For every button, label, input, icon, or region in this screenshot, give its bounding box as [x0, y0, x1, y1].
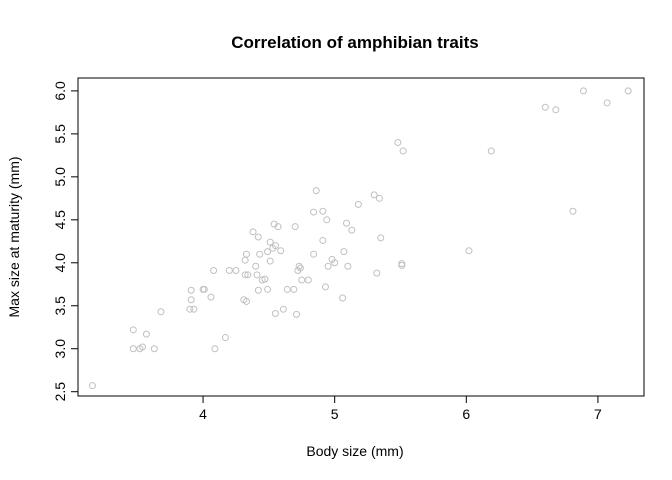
- data-point: [375, 194, 383, 202]
- data-point: [319, 236, 327, 244]
- data-point: [295, 262, 303, 270]
- data-point: [277, 247, 285, 255]
- data-point: [244, 271, 252, 279]
- data-point: [211, 345, 219, 353]
- data-point: [290, 285, 298, 293]
- data-point: [242, 250, 250, 258]
- data-point: [487, 147, 495, 155]
- data-point: [207, 293, 215, 301]
- data-point: [370, 191, 378, 199]
- y-tick-label: 6.0: [52, 81, 68, 101]
- data-point: [348, 226, 356, 234]
- data-point: [552, 106, 560, 114]
- data-point: [249, 228, 257, 236]
- x-tick-label: 5: [331, 406, 339, 422]
- data-point: [186, 305, 194, 313]
- data-point: [321, 283, 329, 291]
- data-point: [569, 207, 577, 215]
- data-point: [293, 310, 301, 318]
- data-point: [310, 250, 318, 258]
- data-point: [344, 262, 352, 270]
- data-point: [138, 343, 146, 351]
- data-point: [129, 345, 137, 353]
- y-tick-label: 4.0: [52, 253, 68, 273]
- y-tick-label: 4.5: [52, 210, 68, 230]
- data-point: [150, 345, 158, 353]
- x-tick-label: 4: [199, 406, 207, 422]
- data-point: [579, 87, 587, 95]
- data-point: [377, 234, 385, 242]
- data-point: [261, 275, 269, 283]
- x-axis: 4 5 6 7: [199, 395, 602, 422]
- data-point: [296, 264, 304, 272]
- data-point: [266, 257, 274, 265]
- data-point: [225, 267, 233, 275]
- data-point: [157, 308, 165, 316]
- data-point: [88, 382, 96, 390]
- y-axis-label: Max size at maturity (mm): [6, 156, 22, 317]
- data-point: [319, 207, 327, 215]
- data-point: [465, 247, 473, 255]
- data-point: [323, 216, 331, 224]
- data-point: [324, 262, 332, 270]
- data-point: [603, 99, 611, 107]
- data-point: [291, 223, 299, 231]
- data-point: [187, 296, 195, 304]
- data-point: [541, 103, 549, 111]
- data-point: [394, 138, 402, 146]
- data-point: [187, 286, 195, 294]
- data-point: [312, 187, 320, 195]
- data-point: [373, 269, 381, 277]
- data-point: [331, 259, 339, 267]
- data-point: [298, 276, 306, 284]
- data-point: [339, 294, 347, 302]
- x-tick-label: 6: [462, 406, 470, 422]
- data-point: [190, 305, 198, 313]
- data-point: [254, 233, 262, 241]
- plot-frame: [77, 77, 645, 397]
- y-tick-label: 5.5: [52, 124, 68, 144]
- data-point: [624, 87, 632, 95]
- data-point: [398, 261, 406, 269]
- x-tick-label: 7: [594, 406, 602, 422]
- data-point: [271, 309, 279, 317]
- data-point: [200, 285, 208, 293]
- data-point: [129, 326, 137, 334]
- data-point: [283, 285, 291, 293]
- data-point: [343, 219, 351, 227]
- data-point: [256, 250, 264, 258]
- data-point: [354, 200, 362, 208]
- data-point: [232, 267, 240, 275]
- data-points: [88, 87, 632, 390]
- data-point: [279, 305, 287, 313]
- y-tick-label: 5.0: [52, 167, 68, 187]
- data-point: [310, 208, 318, 216]
- data-point: [264, 248, 272, 256]
- data-point: [241, 271, 249, 279]
- data-point: [304, 276, 312, 284]
- data-point: [340, 248, 348, 256]
- y-tick-label: 3.0: [52, 339, 68, 359]
- y-tick-label: 3.5: [52, 296, 68, 316]
- data-point: [242, 297, 250, 305]
- data-point: [221, 334, 229, 342]
- data-point: [264, 285, 272, 293]
- data-point: [241, 256, 249, 264]
- data-point: [210, 267, 218, 275]
- data-point: [252, 262, 260, 270]
- x-axis-label: Body size (mm): [306, 443, 403, 459]
- data-point: [271, 242, 279, 250]
- data-point: [254, 286, 262, 294]
- data-point: [266, 238, 274, 246]
- y-axis: 2.5 3.0 3.5 4.0 4.5 5.0 5.5 6.0: [52, 81, 79, 402]
- data-point: [142, 330, 150, 338]
- data-point: [253, 271, 261, 279]
- y-tick-label: 2.5: [52, 382, 68, 402]
- data-point: [399, 147, 407, 155]
- chart-title: Correlation of amphibian traits: [231, 33, 478, 52]
- data-point: [274, 223, 282, 231]
